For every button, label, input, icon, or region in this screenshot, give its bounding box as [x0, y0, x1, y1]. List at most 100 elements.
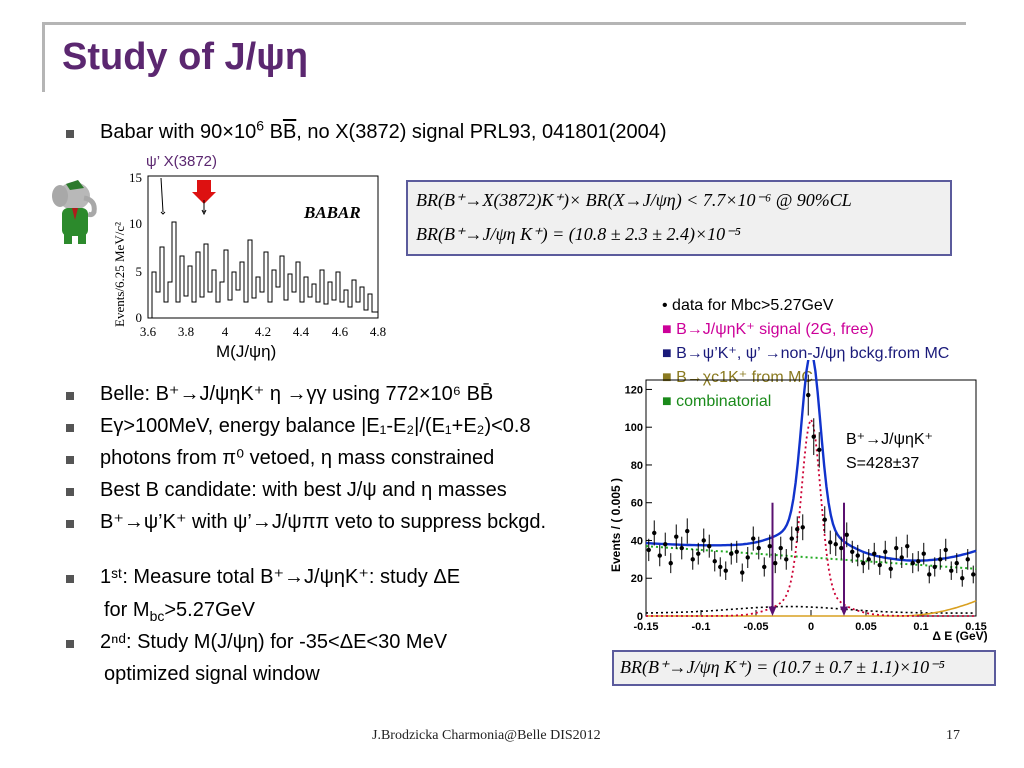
legend-chic1: ■ B→χc1K⁺ from MC [662, 369, 813, 386]
data-point [729, 551, 734, 556]
belle-delta-e-plot: Events / ( 0.005 ) Δ E (GeV) B⁺→J/ψηK⁺ S… [609, 360, 988, 643]
data-point [949, 568, 954, 573]
data-point [872, 551, 877, 556]
data-point [674, 534, 679, 539]
formula-upper-limit: BR(B⁺→X(3872)K⁺)× BR(X→J/ψη) < 7.7×10⁻⁶ … [416, 190, 852, 210]
babar-mass-plot: ψ’ X(3872) BABAR Events/6.25 MeV/c² 0 5 … [112, 153, 386, 361]
bullet-marker [66, 424, 74, 432]
belle-bullet-4: Best B candidate: with best J/ψ and η ma… [100, 479, 507, 501]
data-point [762, 564, 767, 570]
data-point [767, 543, 772, 549]
bullet-marker [66, 392, 74, 400]
title-rule [42, 22, 966, 25]
y-tick-label: 120 [625, 384, 643, 396]
svg-text:5: 5 [136, 264, 143, 279]
svg-text:4.2: 4.2 [255, 324, 271, 339]
total-fit-curve [645, 360, 977, 562]
data-point [751, 536, 756, 541]
data-point [712, 559, 717, 564]
y-tick-label: 100 [625, 422, 643, 434]
data-point [905, 543, 910, 549]
data-point [679, 545, 684, 551]
data-point [888, 566, 893, 571]
x-tick-label: -0.1 [692, 621, 711, 633]
svg-text:4.6: 4.6 [332, 324, 349, 339]
belle-bullet-6-cont: for Mbc>5.27GeV [104, 599, 255, 624]
legend-combinatorial: ■ combinatorial [662, 393, 772, 410]
data-point [657, 553, 662, 558]
data-point [756, 545, 761, 551]
fit-plot-annotation-channel: B⁺→J/ψηK⁺ [846, 431, 933, 448]
signal-window-arrowhead [768, 606, 777, 616]
data-point [696, 551, 701, 556]
slide-title: Study of J/ψη [62, 36, 309, 78]
data-point [921, 551, 926, 556]
data-point [734, 549, 739, 555]
belle-bullet-1: Belle: B⁺→J/ψηK⁺ η →γγ using 772×10⁶ BB̄ [100, 383, 494, 405]
data-point [894, 545, 899, 551]
belle-bullet-7: 2ⁿᵈ: Study M(J/ψη) for -35<ΔE<30 MeV [100, 631, 448, 653]
data-point [855, 553, 860, 558]
y-tick-label: 20 [631, 573, 643, 585]
data-point [740, 570, 745, 575]
babar-plot-xlabel: M(J/ψη) [216, 342, 276, 361]
svg-text:3.8: 3.8 [178, 324, 194, 339]
data-point [800, 525, 805, 530]
data-point [943, 547, 948, 553]
belle-bullet-6: 1ˢᵗ: Measure total B⁺→J/ψηK⁺: study ΔE [100, 566, 461, 588]
y-tick-label: 60 [631, 498, 643, 510]
x-tick-label: 0.05 [855, 621, 876, 633]
data-point [690, 557, 695, 562]
bullet-marker [66, 575, 74, 583]
data-point [899, 555, 904, 560]
title-rule-left [42, 22, 45, 92]
formula-box-upper-limit: BR(B⁺→X(3872)K⁺)× BR(X→J/ψη) < 7.7×10⁻⁶ … [406, 180, 952, 256]
formula-branching-belle: BR(B⁺→J/ψη K⁺) = (10.7 ± 0.7 ± 1.1)×10⁻⁵ [620, 657, 945, 677]
belle-bullet-3: photons from π⁰ vetoed, η mass constrain… [100, 447, 495, 469]
data-point [861, 560, 866, 566]
combinatorial-curve [645, 545, 977, 570]
fit-plot-ylabel: Events / ( 0.005 ) [609, 478, 623, 572]
y-tick-label: 0 [637, 611, 643, 623]
svg-text:3.6: 3.6 [140, 324, 157, 339]
data-point [916, 559, 921, 564]
psi-prime-bkg-curve [646, 605, 976, 614]
data-point [784, 557, 789, 562]
babar-plot-label: ψ’ X(3872) [146, 153, 217, 170]
belle-bullet-2: Eγ>100MeV, energy balance |E₁-E₂|/(E₁+E₂… [100, 415, 531, 437]
svg-text:4: 4 [222, 324, 229, 339]
data-point [883, 549, 888, 555]
data-point [822, 517, 827, 522]
data-point [833, 542, 838, 547]
data-point [778, 545, 783, 551]
data-point [965, 557, 970, 562]
data-point [927, 572, 932, 577]
bullet-marker [66, 456, 74, 464]
data-point [701, 538, 706, 543]
data-point [646, 547, 651, 553]
y-tick-label: 40 [631, 535, 643, 547]
x-tick-label: 0.15 [965, 621, 986, 633]
babar-plot-logo: BABAR [303, 203, 361, 222]
data-point [745, 555, 750, 560]
belle-bullet-7-cont: optimized signal window [104, 663, 320, 685]
data-point [806, 392, 811, 398]
signal-curve [646, 417, 976, 617]
signal-window-arrowhead [840, 606, 848, 616]
data-point [938, 557, 943, 562]
data-point [811, 434, 816, 439]
data-point [663, 542, 668, 547]
data-point [795, 526, 800, 532]
fit-plot-xlabel: Δ E (GeV) [932, 629, 987, 643]
data-point [877, 562, 882, 568]
babar-elephant-logo [52, 180, 97, 244]
data-point [839, 545, 844, 551]
legend-signal: ■ B→J/ψηK⁺ signal (2G, free) [662, 321, 874, 338]
data-point [954, 560, 959, 566]
formula-branching-babar: BR(B⁺→J/ψη K⁺) = (10.8 ± 2.3 ± 2.4)×10⁻⁵ [416, 224, 741, 244]
plot-frame [645, 379, 977, 617]
data-point [932, 564, 937, 570]
data-point [850, 549, 855, 555]
data-point [828, 540, 833, 545]
svg-text:0: 0 [136, 310, 143, 325]
